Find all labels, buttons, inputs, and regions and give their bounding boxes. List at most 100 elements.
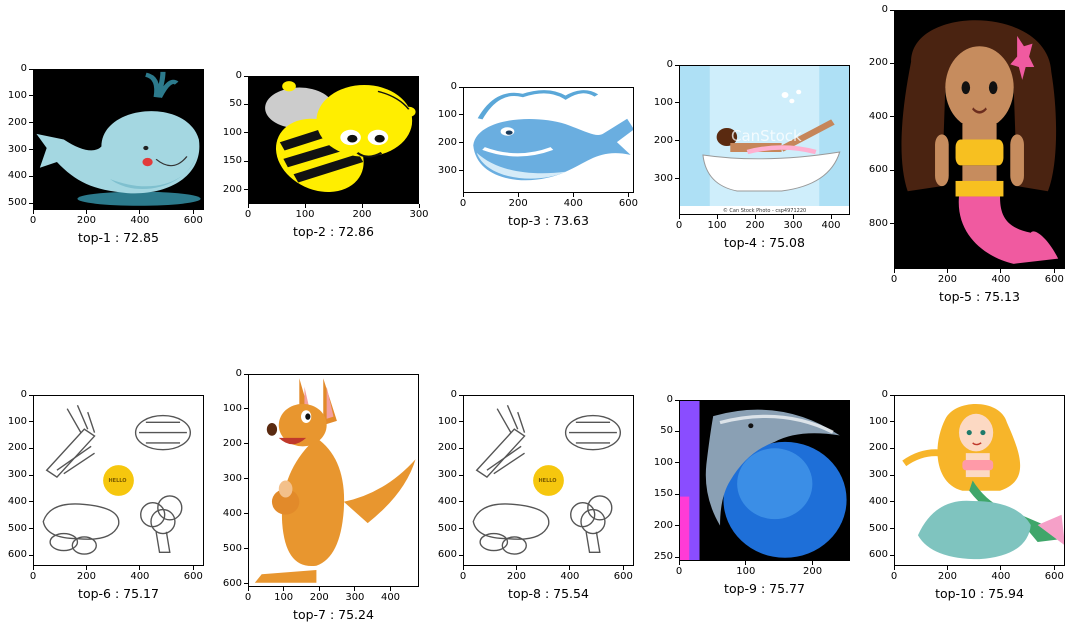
x-tick-label: 600 xyxy=(1044,571,1064,582)
x-tick-label: 300 xyxy=(409,209,429,220)
y-tick-mark xyxy=(244,513,248,515)
y-tick-mark xyxy=(244,75,248,77)
x-tick-mark xyxy=(678,215,680,219)
y-tick-label: 150 xyxy=(653,488,673,500)
x-tick-mark xyxy=(754,215,756,219)
image-axes xyxy=(248,76,419,204)
y-tick-label: 600 xyxy=(222,577,242,589)
x-tick-mark xyxy=(318,587,320,591)
x-tick-label: 300 xyxy=(783,220,803,231)
result-caption: top-8 : 75.54 xyxy=(508,586,589,601)
y-tick-label: 200 xyxy=(868,442,888,454)
x-tick-label: 400 xyxy=(991,274,1011,285)
x-tick-mark xyxy=(812,561,814,565)
cartoon-whale-icon xyxy=(36,71,201,206)
y-tick-label: 200 xyxy=(222,183,242,195)
y-tick-label: 300 xyxy=(868,469,888,481)
x-tick-label: 0 xyxy=(29,571,37,582)
y-tick-label: 200 xyxy=(7,442,27,454)
x-tick-label: 100 xyxy=(736,566,756,577)
y-tick-label: 200 xyxy=(868,57,888,69)
y-tick-label: 0 xyxy=(881,4,888,15)
x-tick-mark xyxy=(569,566,571,570)
y-tick-mark xyxy=(29,95,33,97)
y-tick-mark xyxy=(244,478,248,480)
y-tick-mark xyxy=(244,103,248,105)
x-tick-label: 0 xyxy=(890,571,898,582)
y-tick-mark xyxy=(244,132,248,134)
x-tick-mark xyxy=(716,215,718,219)
y-tick-label: 100 xyxy=(222,402,242,414)
y-tick-mark xyxy=(459,114,463,116)
y-tick-label: 500 xyxy=(222,542,242,554)
y-tick-mark xyxy=(459,394,463,396)
dolphin-globe-icon xyxy=(679,400,850,561)
x-tick-label: 100 xyxy=(295,209,315,220)
x-tick-mark xyxy=(462,193,464,197)
result-caption: top-1 : 72.85 xyxy=(78,230,159,245)
x-tick-label: 0 xyxy=(675,220,683,231)
y-tick-mark xyxy=(890,474,894,476)
x-tick-label: 0 xyxy=(29,215,37,226)
x-tick-mark xyxy=(678,561,680,565)
y-tick-mark xyxy=(675,556,679,558)
y-tick-mark xyxy=(459,170,463,172)
image-axes: HELLO xyxy=(33,395,204,566)
y-tick-mark xyxy=(29,554,33,556)
y-tick-mark xyxy=(29,394,33,396)
y-tick-mark xyxy=(459,474,463,476)
y-tick-mark xyxy=(244,160,248,162)
y-tick-label: 200 xyxy=(437,442,457,454)
y-tick-mark xyxy=(244,189,248,191)
y-tick-mark xyxy=(459,528,463,530)
result-caption: top-6 : 75.17 xyxy=(78,586,159,601)
y-tick-mark xyxy=(890,116,894,118)
x-tick-label: 300 xyxy=(345,592,365,603)
y-tick-mark xyxy=(459,142,463,144)
x-tick-mark xyxy=(192,566,194,570)
y-tick-label: 0 xyxy=(235,368,242,379)
vegetable-sketch-icon xyxy=(42,404,192,555)
x-tick-label: 0 xyxy=(890,274,898,285)
y-tick-label: 300 xyxy=(437,469,457,481)
x-tick-mark xyxy=(85,210,87,214)
x-tick-label: 0 xyxy=(459,198,467,209)
result-caption: top-9 : 75.77 xyxy=(724,581,805,596)
x-tick-label: 400 xyxy=(821,220,841,231)
y-tick-mark xyxy=(29,447,33,449)
y-tick-label: 400 xyxy=(437,495,457,507)
y-tick-label: 100 xyxy=(868,415,888,427)
x-tick-mark xyxy=(462,566,464,570)
y-tick-mark xyxy=(890,447,894,449)
x-tick-label: 200 xyxy=(508,198,528,209)
y-tick-label: 300 xyxy=(653,172,673,184)
y-tick-label: 50 xyxy=(660,425,673,437)
y-tick-mark xyxy=(459,421,463,423)
x-tick-label: 600 xyxy=(613,571,633,582)
x-tick-mark xyxy=(192,210,194,214)
y-tick-mark xyxy=(675,102,679,104)
y-tick-mark xyxy=(890,501,894,503)
y-tick-label: 0 xyxy=(666,394,673,405)
x-tick-label: 600 xyxy=(618,198,639,209)
y-tick-label: 300 xyxy=(7,469,27,481)
y-tick-mark xyxy=(244,408,248,410)
x-tick-label: 400 xyxy=(991,571,1011,582)
badge-text: HELLO xyxy=(538,477,557,484)
y-tick-label: 200 xyxy=(222,437,242,449)
y-tick-mark xyxy=(29,202,33,204)
y-tick-mark xyxy=(29,421,33,423)
x-tick-label: 600 xyxy=(183,215,203,226)
x-tick-mark xyxy=(1000,566,1002,570)
y-tick-mark xyxy=(675,430,679,432)
kangaroo-icon xyxy=(254,378,416,583)
x-tick-mark xyxy=(1053,269,1055,273)
x-tick-mark xyxy=(361,204,363,208)
result-caption: top-7 : 75.24 xyxy=(293,607,374,622)
y-tick-mark xyxy=(675,462,679,464)
cartoon-bee-icon xyxy=(265,81,416,192)
y-tick-label: 600 xyxy=(868,549,888,561)
x-tick-label: 0 xyxy=(675,566,683,577)
x-tick-mark xyxy=(622,566,624,570)
x-tick-label: 200 xyxy=(937,571,957,582)
